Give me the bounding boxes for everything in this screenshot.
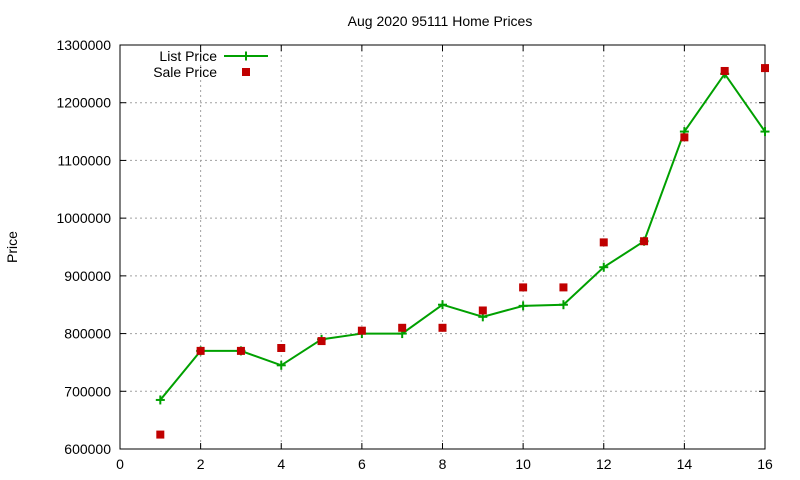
data-point-sale-price (519, 283, 528, 292)
x-tick-label: 0 (116, 456, 124, 472)
y-tick-label: 600000 (64, 441, 111, 457)
data-point-list-price (518, 301, 528, 311)
data-point-sale-price (478, 306, 487, 315)
legend-marker-sale-price (242, 68, 250, 76)
data-point-sale-price (398, 323, 407, 332)
data-point-sale-price (317, 337, 326, 346)
data-point-sale-price (196, 346, 205, 355)
data-point-list-price (760, 127, 770, 137)
data-point-sale-price (761, 64, 769, 73)
data-point-sale-price (640, 237, 649, 246)
series-line-list-price (159, 72, 766, 401)
x-tick-label: 12 (596, 456, 612, 472)
x-tick-label: 6 (358, 456, 366, 472)
y-tick-label: 700000 (64, 383, 111, 399)
y-tick-label: 1100000 (58, 152, 112, 168)
data-point-list-price (438, 300, 447, 310)
x-tick-label: 10 (515, 456, 531, 472)
y-tick-label: 800000 (64, 326, 111, 342)
x-tick-label: 14 (677, 456, 693, 472)
legend-label-list-price: List Price (159, 48, 217, 64)
x-tick-label: 16 (757, 456, 773, 472)
data-point-list-price (276, 360, 286, 370)
y-tick-label: 900000 (64, 268, 111, 284)
data-point-list-price (558, 300, 568, 310)
data-point-sale-price (156, 430, 165, 439)
x-tick-label: 8 (439, 456, 447, 472)
data-point-list-price (155, 395, 165, 405)
data-point-sale-price (277, 344, 286, 352)
data-point-sale-price (559, 283, 568, 292)
data-point-sale-price (599, 238, 608, 247)
legend-label-sale-price: Sale Price (153, 64, 217, 80)
y-tick-label: 1000000 (56, 210, 111, 226)
grid (120, 45, 765, 449)
data-point-sale-price (438, 323, 447, 332)
chart-title: Aug 2020 95111 Home Prices (348, 13, 533, 29)
data-point-sale-price (680, 133, 689, 142)
x-tick-label: 4 (277, 456, 285, 472)
data-point-sale-price (357, 326, 366, 335)
axis-ticks: 600000 700000 800000 900000 1000000 1100000 12… (56, 37, 773, 472)
data-point-sale-price (236, 346, 245, 355)
y-tick-label: 1200000 (56, 95, 111, 111)
y-tick-label: 1300000 (56, 37, 111, 53)
legend-marker-list-price (241, 51, 251, 61)
series-layer (155, 64, 770, 439)
data-point-sale-price (720, 66, 729, 75)
data-point-list-price (599, 262, 609, 272)
x-tick-label: 2 (197, 456, 205, 472)
y-axis-label: Price (4, 231, 20, 263)
